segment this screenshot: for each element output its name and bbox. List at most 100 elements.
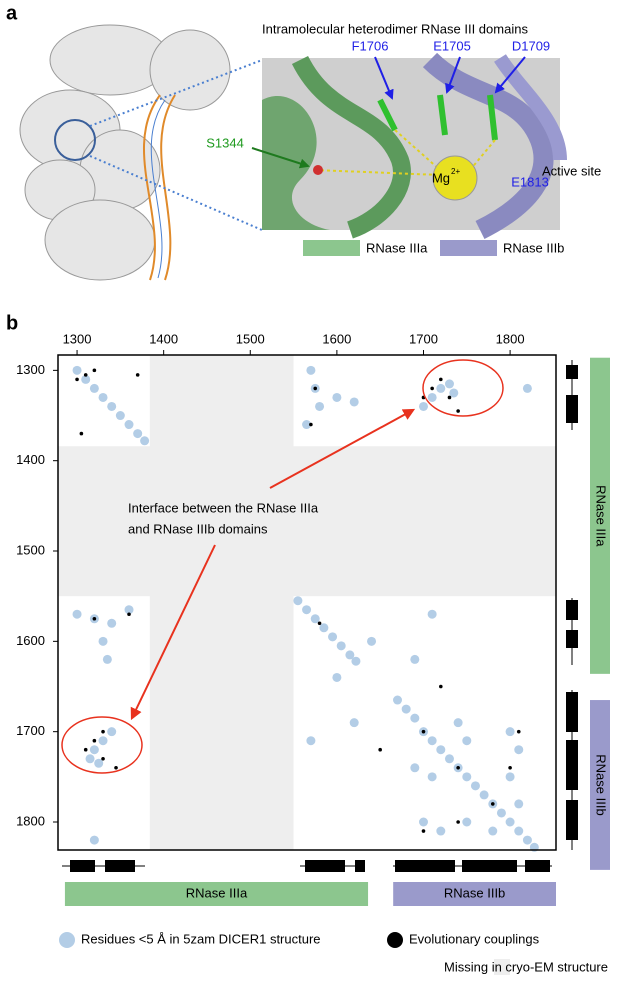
contact-point	[453, 718, 463, 728]
contact-point	[85, 754, 95, 764]
contact-point	[293, 596, 303, 606]
legend-marker	[387, 932, 403, 948]
coupling-point	[456, 820, 460, 824]
arrow	[130, 544, 216, 721]
annotation: Interface between the RNase IIIa	[128, 500, 319, 515]
contact-point	[72, 365, 82, 375]
ion-label: Mg	[432, 170, 450, 185]
y-tick-label: 1500	[16, 542, 45, 557]
x-tick-label: 1700	[409, 331, 438, 346]
residue-label: E1705	[433, 38, 471, 53]
missing-region	[149, 355, 294, 850]
contact-point	[81, 374, 91, 384]
x-tick-label: 1300	[63, 331, 92, 346]
y-tick-label: 1600	[16, 633, 45, 648]
contact-point	[107, 401, 117, 411]
coupling-point	[127, 612, 131, 617]
contact-point	[89, 745, 99, 755]
residue-label: D1709	[512, 38, 550, 53]
legend-label: Residues <5 Å in 5zam DICER1 structure	[81, 931, 321, 946]
coupling-point	[430, 386, 434, 391]
coupling-point	[421, 829, 426, 833]
domain-bar	[590, 700, 610, 870]
coupling-point	[421, 729, 426, 734]
contact-point	[410, 713, 420, 723]
contact-point	[89, 835, 99, 845]
contact-point	[479, 790, 489, 800]
contact-point	[401, 704, 411, 714]
legend-label: RNase IIIa	[366, 240, 428, 255]
coupling-point	[92, 616, 97, 621]
domain-label: RNase IIIa	[594, 485, 609, 547]
contact-point	[124, 420, 134, 430]
legend-swatch	[494, 959, 510, 975]
contact-point	[436, 745, 446, 755]
contact-point	[98, 636, 108, 646]
y-tick-label: 1300	[16, 362, 45, 377]
contact-point	[427, 772, 437, 782]
residue-label: E1813	[511, 174, 549, 189]
coupling-point	[508, 766, 512, 770]
missing-region	[58, 446, 556, 597]
zoom-line	[89, 155, 263, 231]
arrow	[269, 408, 416, 489]
x-tick-label: 1800	[496, 331, 525, 346]
x-tick-label: 1600	[322, 331, 351, 346]
contact-point	[328, 632, 338, 642]
coupling-point	[135, 373, 140, 377]
contact-point	[349, 718, 359, 728]
domain-bar	[590, 357, 610, 674]
contact-map: 1300 1400 1500 1600 1700 1800 1300 1400 1500 1600…	[16, 331, 610, 975]
coupling-point	[490, 802, 495, 806]
legend-swatch	[440, 240, 497, 256]
contact-point	[336, 641, 346, 651]
contact-point	[89, 383, 99, 393]
contact-point	[522, 383, 532, 393]
highlight	[422, 359, 504, 417]
contact-point	[367, 636, 377, 646]
contact-point	[107, 727, 117, 737]
contact-point	[107, 618, 117, 628]
domain-label: RNase IIIb	[594, 754, 609, 815]
legend-swatch	[303, 240, 360, 256]
annotation: and RNase IIIb domains	[128, 521, 268, 536]
panel-letter: b	[6, 312, 18, 334]
legend-label: RNase IIIb	[503, 240, 564, 255]
contact-point	[302, 605, 312, 615]
coupling-point	[114, 766, 118, 770]
contact-point	[505, 772, 515, 782]
contact-point	[418, 401, 428, 411]
domain-label: RNase IIIa	[186, 885, 248, 900]
coupling-point	[75, 377, 79, 382]
contact-point	[444, 379, 454, 389]
protein-overview	[19, 24, 231, 281]
contact-point	[496, 808, 506, 818]
contact-point	[72, 609, 82, 619]
plot-frame	[57, 354, 557, 851]
contact-point	[462, 817, 472, 827]
contact-point	[319, 623, 329, 633]
contact-point	[102, 654, 112, 664]
contact-point	[436, 383, 446, 393]
y-tick-label: 1700	[16, 723, 45, 738]
domain-label: RNase IIIb	[444, 885, 505, 900]
contact-point	[345, 650, 355, 660]
coupling-point	[456, 766, 460, 770]
panel-letter: a	[6, 2, 18, 24]
contact-point	[427, 392, 437, 402]
residue-label: S1344	[206, 135, 244, 150]
contact-point	[514, 745, 524, 755]
active-site-zoom	[262, 52, 567, 239]
contact-point	[514, 826, 524, 836]
domain-bar	[393, 882, 556, 906]
contact-point	[449, 388, 459, 398]
coupling-point	[309, 422, 313, 427]
contact-point	[418, 817, 428, 827]
contact-point	[462, 772, 472, 782]
legend-marker	[59, 932, 75, 948]
contact-point	[427, 736, 437, 746]
contact-point	[505, 817, 515, 827]
contact-point	[332, 392, 342, 402]
site-label: Active site	[542, 163, 601, 178]
